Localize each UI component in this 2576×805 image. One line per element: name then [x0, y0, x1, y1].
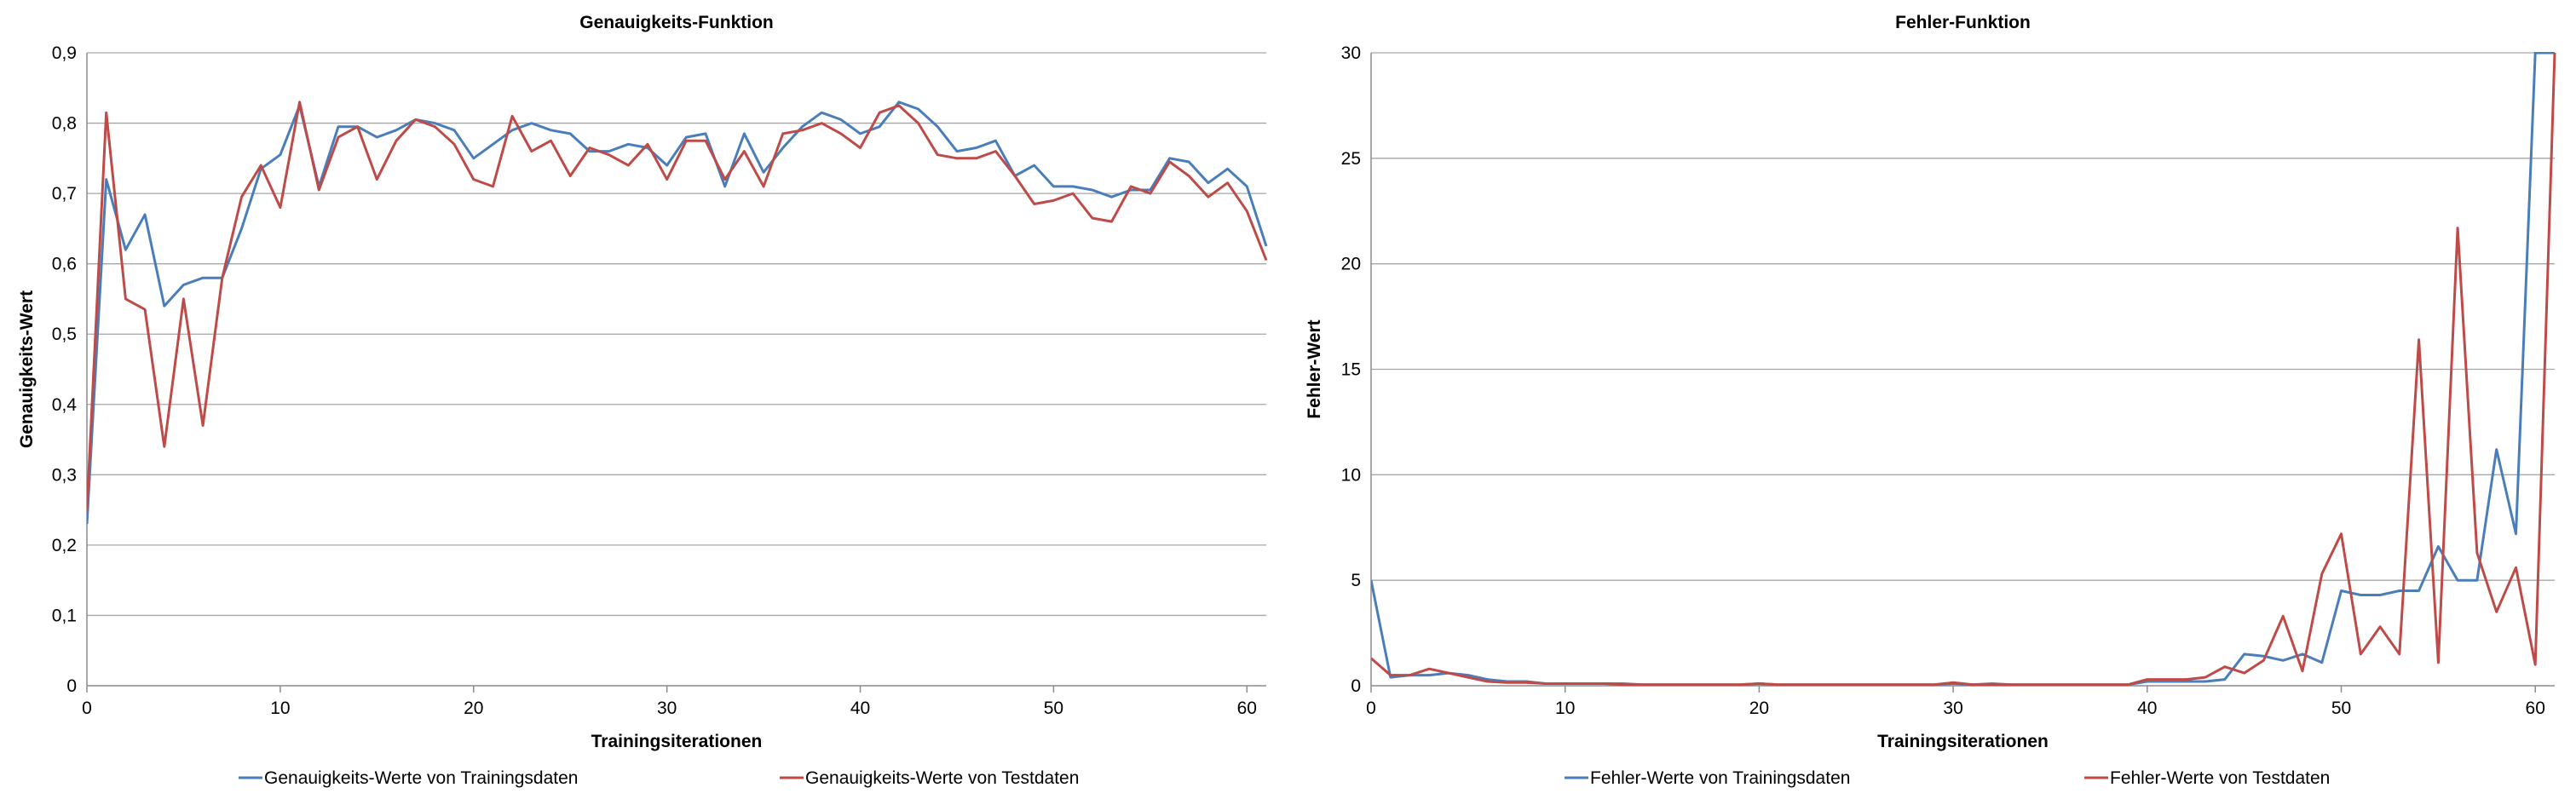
x-tick-label: 10 — [1555, 699, 1575, 718]
series-line-training — [87, 101, 1268, 525]
x-tick-label: 60 — [1237, 699, 1257, 718]
y-tick-label: 0,3 — [52, 465, 77, 485]
y-tick-label: 15 — [1341, 360, 1361, 380]
x-tick-label: 0 — [82, 699, 92, 718]
x-tick-label: 20 — [1749, 699, 1769, 718]
legend-entry: Genauigkeits-Werte von Trainingsdaten — [264, 768, 578, 788]
x-tick-label: 50 — [2331, 699, 2351, 718]
x-tick-label: 40 — [2137, 699, 2157, 718]
x-tick-label: 40 — [850, 699, 870, 718]
y-tick-label: 0,4 — [52, 395, 78, 415]
y-tick-label: 30 — [1341, 43, 1361, 63]
x-tick-label: 30 — [657, 699, 677, 718]
x-tick-label: 60 — [2526, 699, 2545, 718]
y-tick-label: 0,7 — [52, 184, 77, 204]
series-line-test — [1371, 52, 2556, 687]
y-tick-label: 5 — [1351, 571, 1361, 590]
legend-entry: Genauigkeits-Werte von Testdaten — [805, 768, 1079, 788]
y-tick-label: 0 — [66, 676, 77, 696]
y-tick-label: 0,2 — [52, 536, 77, 555]
y-tick-label: 0,9 — [52, 43, 77, 63]
y-axis-label: Genauigkeits-Wert — [17, 290, 37, 448]
y-tick-label: 20 — [1341, 255, 1361, 274]
y-tick-label: 0,5 — [52, 325, 77, 344]
legend-entry: Fehler-Werte von Testdaten — [2110, 768, 2330, 788]
x-tick-label: 10 — [270, 699, 290, 718]
accuracy-chart-svg: Genauigkeits-Funktion 0 0,1 0,2 0,3 0,4 0,5 0,6… — [17, 13, 1268, 788]
y-tick-label: 10 — [1341, 465, 1361, 485]
chart-title: Fehler-Funktion — [1895, 13, 2031, 32]
chart-title: Genauigkeits-Funktion — [579, 13, 774, 32]
x-axis-label: Trainingsiterationen — [591, 732, 763, 751]
x-axis-label: Trainingsiterationen — [1877, 732, 2049, 751]
accuracy-chart: Genauigkeits-Funktion 0 0,1 0,2 0,3 0,4 0,5 0,6… — [17, 13, 1268, 788]
y-axis-label: Fehler-Wert — [1305, 319, 1324, 418]
loss-chart-svg: Fehler-Funktion 0 5 10 15 20 25 30 0 10 20 30 40 50 60… — [1305, 13, 2556, 788]
x-tick-label: 0 — [1366, 699, 1376, 718]
y-tick-label: 0,6 — [52, 255, 77, 274]
y-tick-label: 25 — [1341, 149, 1361, 169]
y-tick-label: 0,8 — [52, 114, 77, 134]
y-tick-label: 0 — [1351, 676, 1361, 696]
loss-chart: Fehler-Funktion 0 5 10 15 20 25 30 0 10 20 30 40 50 60… — [1288, 0, 2576, 805]
x-tick-label: 30 — [1943, 699, 1962, 718]
series-line-test — [87, 101, 1268, 510]
y-tick-label: 0,1 — [52, 606, 77, 625]
x-tick-label: 50 — [1044, 699, 1063, 718]
x-tick-label: 20 — [464, 699, 483, 718]
legend-entry: Fehler-Werte von Trainingsdaten — [1590, 768, 1850, 788]
